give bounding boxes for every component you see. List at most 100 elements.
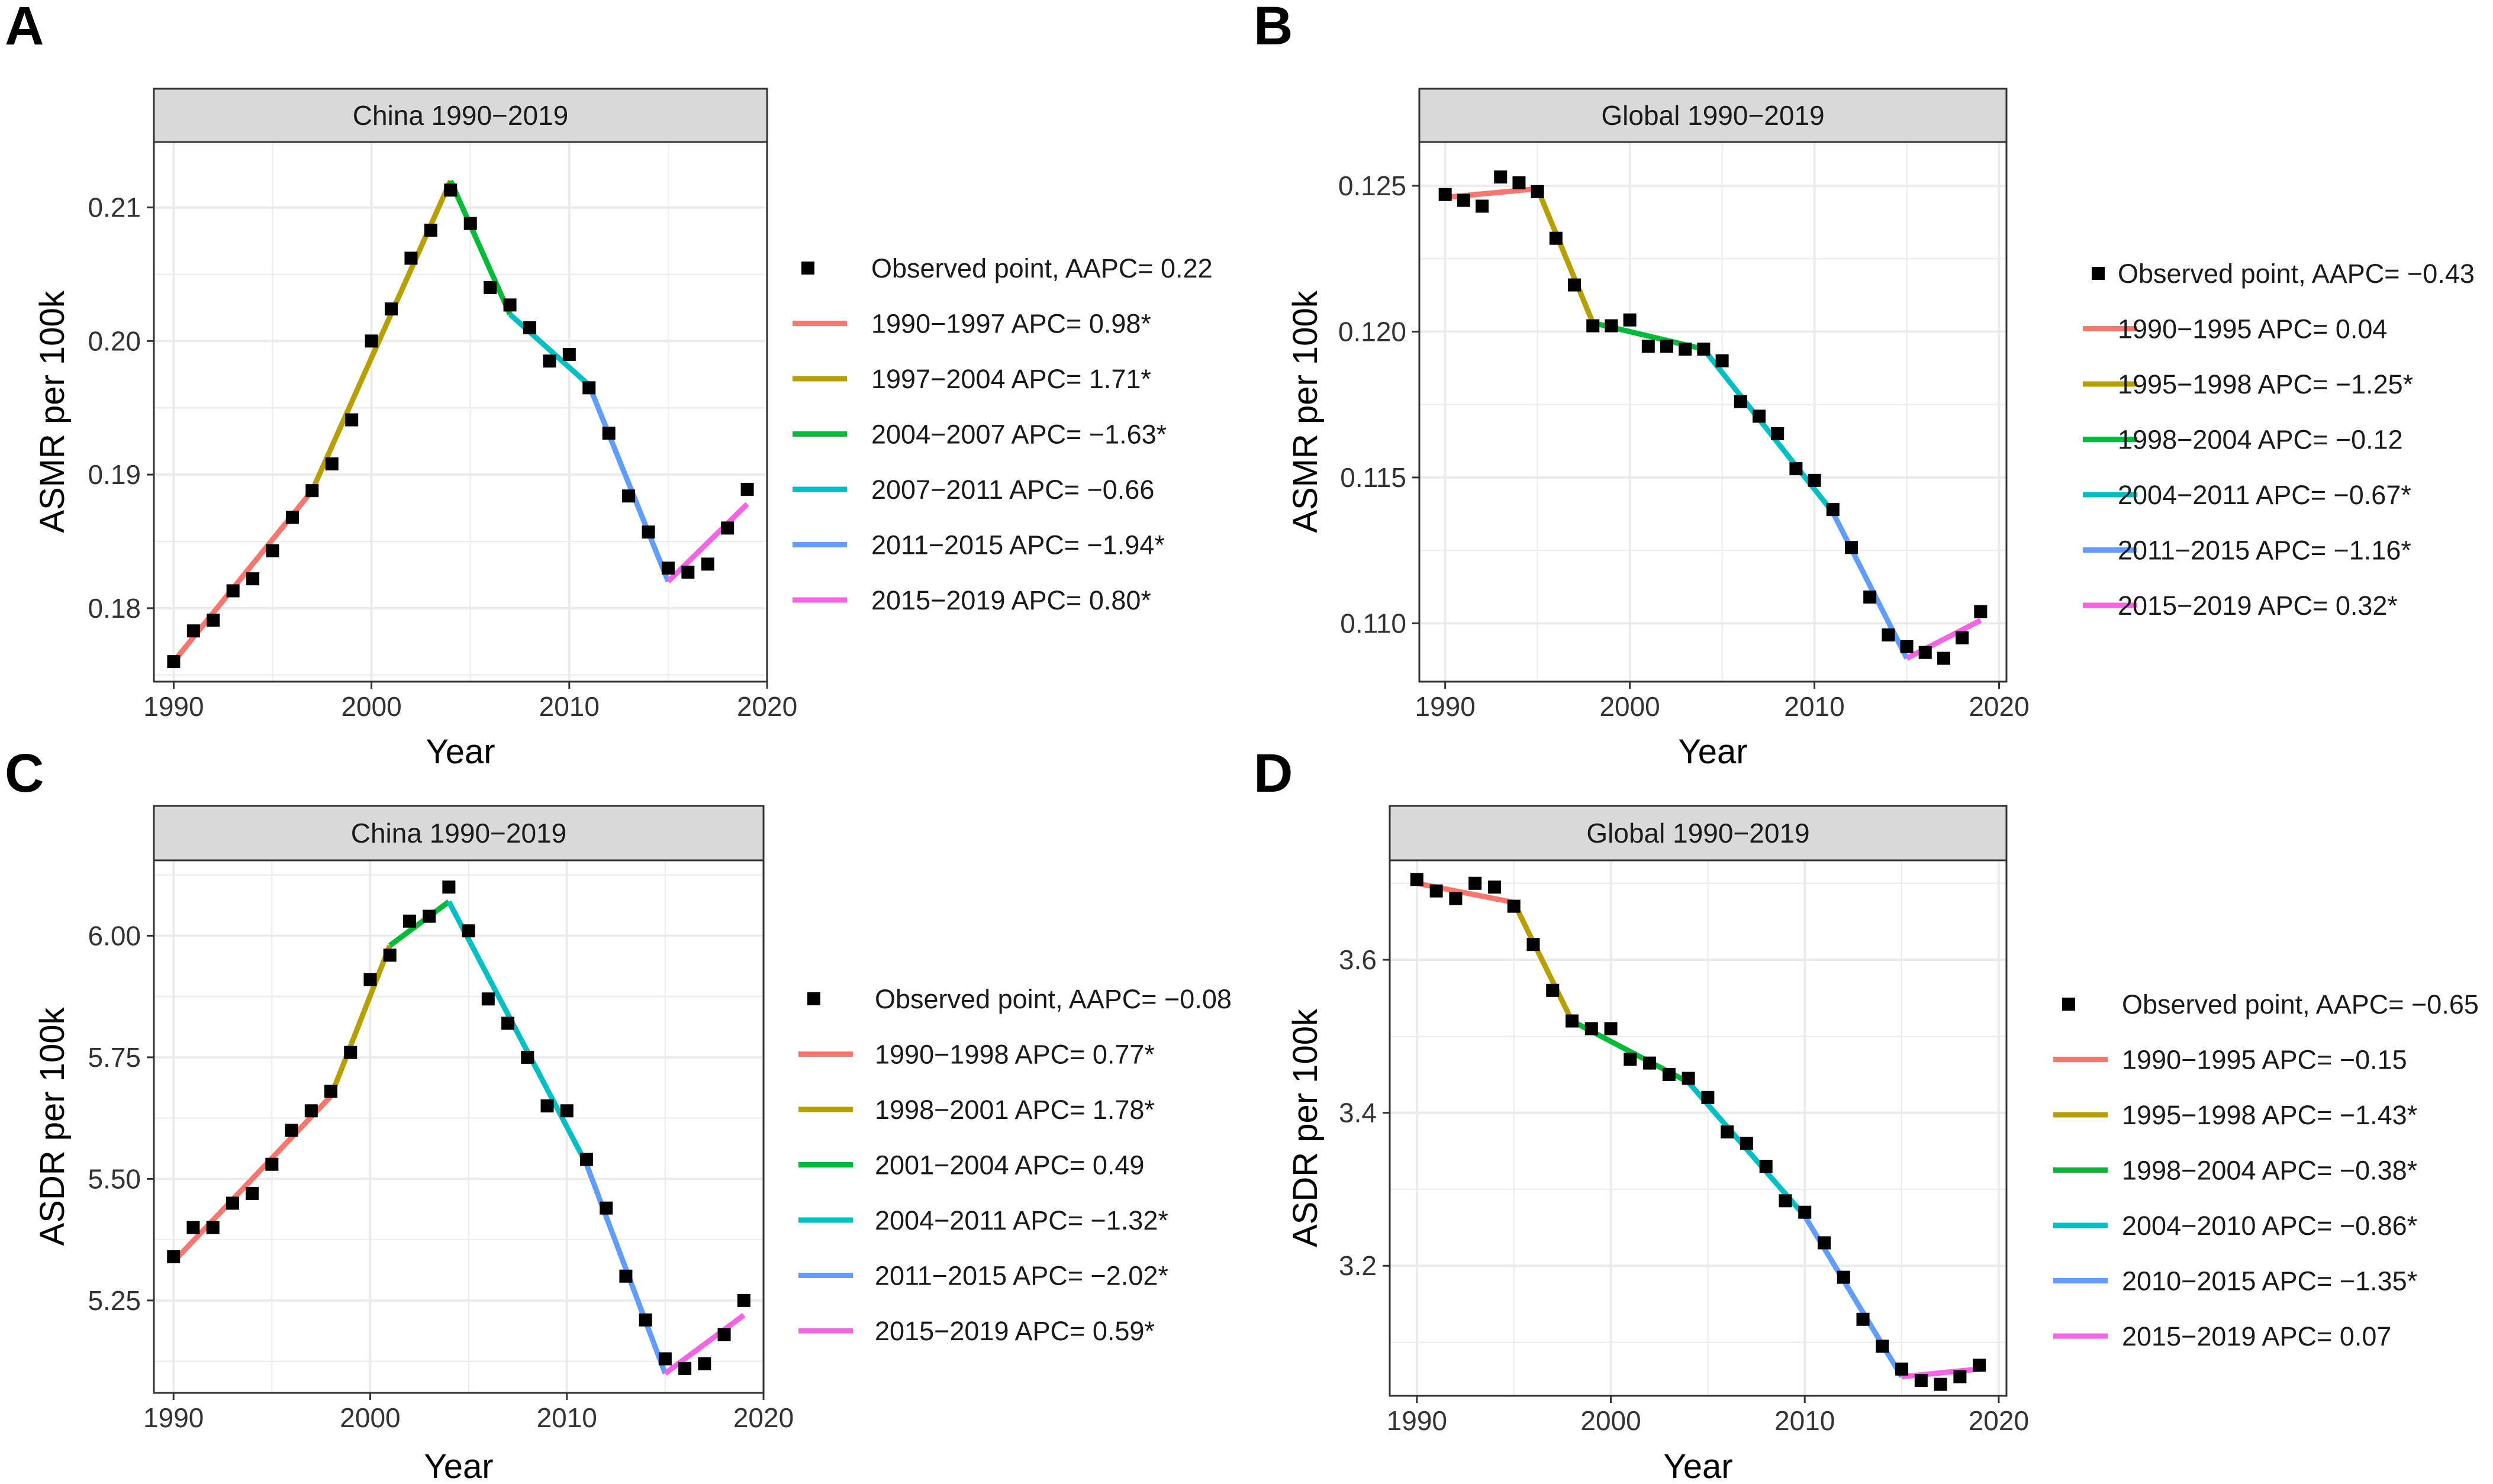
y-tick-label: 3.6	[1339, 944, 1377, 975]
facet-strip	[1389, 805, 2008, 862]
observed-point	[1507, 899, 1521, 913]
legend-key-observed-point	[2092, 267, 2105, 280]
observed-point	[1682, 1072, 1695, 1085]
legend-label-observed: Observed point, AAPC= 0.22	[871, 253, 1213, 283]
observed-point	[481, 992, 495, 1006]
observed-point	[1789, 462, 1803, 476]
observed-point	[266, 544, 279, 557]
observed-point	[1512, 176, 1526, 190]
observed-point	[484, 281, 497, 295]
observed-point	[1679, 343, 1692, 356]
observed-point	[1701, 1091, 1715, 1104]
observed-point	[1660, 340, 1674, 353]
legend-label-observed: Observed point, AAPC= −0.08	[875, 984, 1232, 1014]
observed-point	[226, 584, 240, 598]
legend-label-segment-4: 2004−2010 APC= −0.86*	[2122, 1211, 2417, 1241]
x-tick-label: 2010	[539, 691, 600, 722]
observed-point	[1429, 884, 1443, 898]
panel-d: D Global 1990−2019 1990 2000 2010 2020 3.2 3.4 3…	[1254, 743, 2479, 1484]
observed-point	[285, 1124, 298, 1137]
observed-point	[1953, 1370, 1967, 1383]
observed-point	[265, 1157, 279, 1171]
observed-point	[1604, 1022, 1618, 1035]
x-tick-label: 1990	[1387, 1405, 1447, 1436]
x-tick-label: 1990	[143, 691, 204, 722]
observed-point	[1586, 319, 1600, 333]
y-tick-label: 5.75	[88, 1042, 141, 1073]
observed-point	[1826, 503, 1840, 517]
observed-point	[678, 1362, 692, 1375]
panel-letter: D	[1254, 743, 1293, 804]
observed-point	[1974, 605, 1988, 618]
observed-point	[206, 1221, 220, 1234]
plot-background	[154, 142, 767, 682]
observed-point	[385, 302, 398, 316]
observed-point	[1900, 640, 1914, 653]
y-tick-label: 5.50	[88, 1163, 141, 1194]
panel-a: A China 1990−2019 1990 2000 2010 2020 0.18 0.19…	[5, 0, 1213, 771]
observed-point	[698, 1357, 711, 1370]
y-tick-label: 0.120	[1338, 316, 1406, 347]
observed-point	[562, 347, 576, 361]
observed-point	[521, 1050, 534, 1064]
observed-point	[503, 298, 517, 312]
segment-line-2	[1511, 901, 1575, 1022]
observed-point	[1808, 473, 1821, 487]
observed-point	[344, 1046, 357, 1059]
y-axis-title: ASMR per 100k	[33, 290, 72, 533]
legend-label-segment-5: 2011−2015 APC= −1.16*	[2118, 535, 2411, 566]
segment-line-3	[448, 179, 513, 316]
segment-line-3	[388, 899, 451, 948]
x-tick-label: 2020	[733, 1402, 794, 1433]
segment-line-4	[446, 900, 589, 1166]
y-axis-title: ASDR per 100k	[33, 1007, 72, 1246]
observed-point	[1817, 1236, 1831, 1250]
legend-label-segment-1: 1990−1995 APC= 0.04	[2118, 314, 2387, 344]
observed-point	[1476, 199, 1489, 213]
observed-point	[658, 1352, 672, 1366]
observed-point	[1914, 1374, 1928, 1388]
legend-label-segment-2: 1995−1998 APC= −1.25*	[2118, 369, 2413, 399]
observed-point	[501, 1017, 515, 1030]
observed-point	[543, 354, 556, 368]
observed-point	[622, 489, 636, 503]
panel-letter: A	[5, 0, 44, 56]
observed-point	[1956, 631, 1969, 645]
legend-label-segment-5: 2011−2015 APC= −1.94*	[871, 530, 1165, 560]
observed-point	[1643, 1056, 1657, 1070]
observed-point	[462, 924, 475, 938]
legend-label-observed: Observed point, AAPC= −0.65	[2122, 989, 2479, 1020]
observed-point	[1457, 193, 1470, 207]
observed-point	[639, 1313, 652, 1327]
y-tick-label: 0.19	[88, 459, 141, 490]
observed-point	[1844, 541, 1858, 554]
observed-point	[721, 521, 735, 535]
legend-label-observed: Observed point, AAPC= −0.43	[2118, 259, 2475, 289]
legend: Observed point, AAPC= −0.08 1990−1998 APC…	[798, 984, 1232, 1346]
legend-label-segment-6: 2015−2019 APC= 0.32*	[2118, 591, 2398, 621]
observed-point	[246, 572, 260, 586]
y-tick-label: 6.00	[88, 920, 141, 951]
observed-point	[1837, 1270, 1850, 1284]
y-tick-label: 0.125	[1338, 170, 1406, 201]
observed-point	[1863, 591, 1877, 604]
legend: Observed point, AAPC= −0.65 1990−1995 APC…	[2053, 989, 2479, 1351]
facet-strip-title: Global 1990−2019	[1601, 100, 1824, 131]
observed-point	[383, 949, 397, 962]
legend-label-segment-3: 2001−2004 APC= 0.49	[875, 1150, 1144, 1180]
observed-point	[285, 511, 299, 524]
legend-label-segment-6: 2015−2019 APC= 0.80*	[871, 585, 1151, 615]
observed-point	[1721, 1125, 1734, 1138]
plot-border	[153, 859, 765, 1394]
observed-point	[1487, 880, 1501, 894]
observed-point	[424, 223, 437, 237]
observed-point	[681, 565, 695, 579]
observed-point	[1566, 1014, 1579, 1028]
x-tick-label: 2000	[1599, 691, 1660, 722]
observed-point	[226, 1196, 239, 1210]
observed-point	[345, 413, 359, 427]
plot-border	[1418, 141, 2008, 683]
observed-point	[661, 562, 675, 575]
y-axis-title: ASDR per 100k	[1286, 1008, 1325, 1247]
